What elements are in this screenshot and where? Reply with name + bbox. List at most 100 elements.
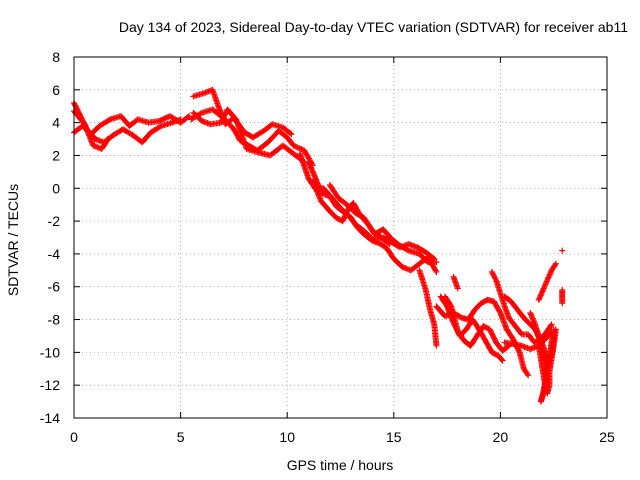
y-tick-label: 8 bbox=[52, 49, 60, 65]
data-point bbox=[162, 114, 169, 121]
data-point bbox=[291, 143, 298, 150]
series-track-23 bbox=[559, 247, 566, 254]
data-point bbox=[385, 240, 392, 247]
y-tick-label: -12 bbox=[40, 377, 60, 393]
data-point bbox=[160, 116, 167, 123]
data-point bbox=[492, 275, 499, 282]
data-point bbox=[550, 329, 557, 336]
data-point bbox=[433, 259, 440, 266]
data-point bbox=[221, 113, 228, 120]
data-point bbox=[490, 334, 497, 341]
plot-frame bbox=[73, 56, 608, 419]
data-point bbox=[486, 326, 493, 333]
x-tick-label: 10 bbox=[279, 429, 295, 445]
data-point bbox=[288, 131, 295, 138]
data-point bbox=[491, 335, 498, 342]
data-point bbox=[71, 101, 78, 108]
data-point bbox=[184, 114, 191, 121]
data-point bbox=[297, 145, 304, 152]
data-point bbox=[489, 331, 496, 338]
data-point bbox=[559, 300, 566, 307]
y-tick-label: -8 bbox=[48, 312, 61, 328]
series-track-8 bbox=[296, 150, 438, 262]
data-point bbox=[344, 208, 351, 215]
data-point bbox=[220, 115, 227, 122]
data-point bbox=[510, 337, 517, 344]
y-tick-label: -4 bbox=[48, 246, 61, 262]
data-point bbox=[157, 117, 164, 124]
data-point bbox=[432, 267, 439, 274]
data-point bbox=[491, 336, 498, 343]
data-point bbox=[104, 137, 111, 144]
data-point bbox=[454, 285, 461, 292]
data-point bbox=[342, 211, 349, 218]
data-point bbox=[340, 216, 347, 223]
data-point bbox=[222, 110, 229, 117]
series-track-10 bbox=[326, 181, 393, 248]
x-tick-label: 15 bbox=[386, 429, 402, 445]
series-track-13 bbox=[433, 296, 532, 379]
y-tick-label: -14 bbox=[40, 410, 60, 426]
data-point bbox=[552, 326, 559, 333]
data-point bbox=[487, 327, 494, 334]
data-point bbox=[489, 332, 496, 339]
data-point bbox=[548, 321, 555, 328]
series-track-21 bbox=[529, 319, 557, 405]
series-track-11 bbox=[416, 267, 440, 349]
data-point bbox=[447, 302, 454, 309]
y-tick-label: -2 bbox=[48, 213, 61, 229]
data-point bbox=[298, 146, 305, 153]
y-tick-label: 0 bbox=[52, 180, 60, 196]
data-point bbox=[218, 118, 225, 125]
data-point bbox=[220, 114, 227, 121]
data-point bbox=[221, 111, 228, 118]
data-point bbox=[219, 117, 226, 124]
data-point bbox=[157, 123, 164, 130]
y-tick-label: -6 bbox=[48, 279, 61, 295]
data-point bbox=[186, 113, 193, 120]
data-point bbox=[161, 115, 168, 122]
data-point bbox=[72, 102, 79, 109]
data-point bbox=[105, 136, 112, 143]
data-point bbox=[218, 119, 225, 126]
data-point bbox=[293, 143, 300, 150]
data-point bbox=[499, 357, 506, 364]
x-tick-label: 20 bbox=[493, 429, 509, 445]
data-point bbox=[290, 142, 297, 149]
y-tick-label: 2 bbox=[52, 147, 60, 163]
series-track-24 bbox=[559, 287, 566, 307]
data-point bbox=[156, 117, 163, 124]
series-track-14 bbox=[441, 293, 512, 354]
data-point bbox=[295, 145, 302, 152]
data-point bbox=[433, 342, 440, 349]
data-point bbox=[488, 329, 495, 336]
data-point bbox=[524, 371, 531, 378]
tick-marks bbox=[73, 56, 608, 419]
data-point bbox=[386, 241, 393, 248]
data-point bbox=[287, 130, 294, 137]
y-tick-label: 4 bbox=[52, 115, 60, 131]
data-point bbox=[498, 356, 505, 363]
series-track-3 bbox=[71, 108, 112, 152]
y-axis-label: SDTVAR / TECUs bbox=[5, 184, 21, 296]
chart-title: Day 134 of 2023, Sidereal Day-to-day VTE… bbox=[119, 19, 628, 35]
data-point bbox=[433, 268, 440, 275]
data-point bbox=[525, 372, 532, 379]
y-tick-label: -10 bbox=[40, 344, 60, 360]
data-point bbox=[294, 144, 301, 151]
x-axis-label: GPS time / hours bbox=[287, 457, 394, 473]
x-tick-label: 5 bbox=[177, 429, 185, 445]
data-point bbox=[341, 214, 348, 221]
x-tick-label: 0 bbox=[70, 429, 78, 445]
data-point bbox=[342, 212, 349, 219]
series-track-5 bbox=[190, 86, 295, 141]
series-track-15 bbox=[450, 273, 461, 292]
data-point bbox=[404, 246, 411, 253]
data-point bbox=[340, 215, 347, 222]
x-tick-labels: 0 5 10 15 20 25 bbox=[70, 429, 615, 445]
data-point bbox=[158, 116, 165, 123]
data-point bbox=[488, 330, 495, 337]
data-point bbox=[496, 308, 503, 315]
x-tick-label: 25 bbox=[599, 429, 615, 445]
